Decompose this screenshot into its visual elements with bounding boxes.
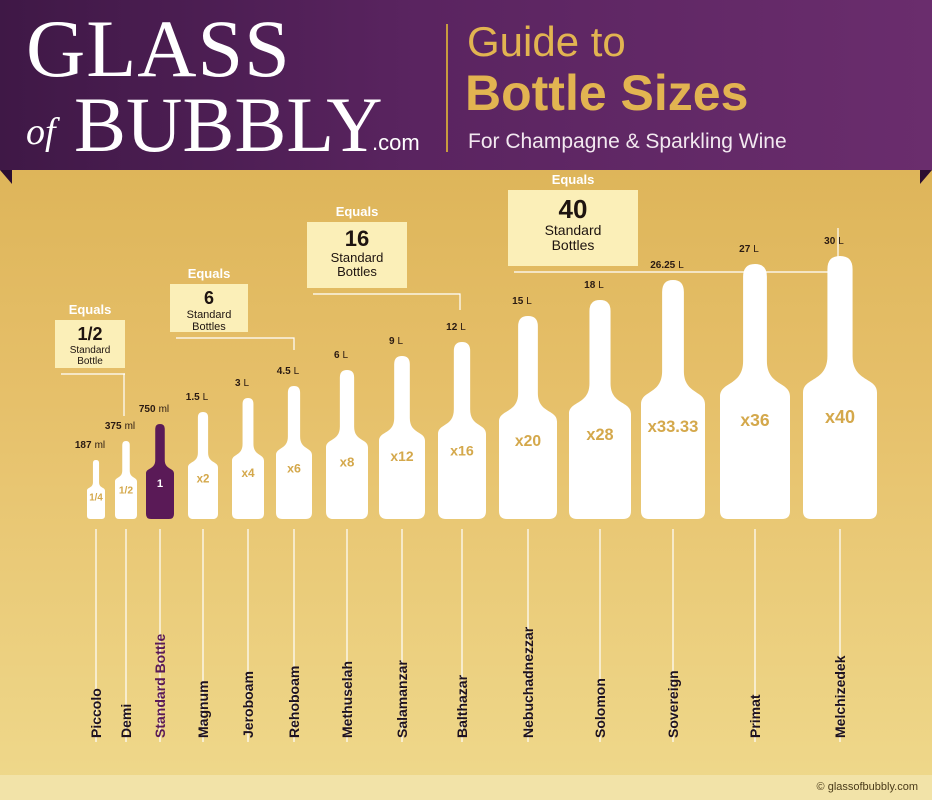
banner-fold-left: [0, 170, 12, 184]
bottle-name: Salamanzar: [394, 660, 410, 738]
bottle-name: Methuselah: [339, 661, 355, 738]
equals-value: 40: [559, 194, 588, 224]
equals-unit-line2: Bottle: [77, 356, 103, 367]
header-banner: [0, 0, 932, 170]
callout-connector: [123, 373, 125, 416]
multiplier-label: x8: [340, 454, 355, 469]
equals-unit-line2: Bottles: [552, 237, 595, 253]
multiplier-label: x33.33: [648, 417, 699, 436]
bottle-name: Sovereign: [665, 670, 681, 738]
bottle-demi: [115, 441, 137, 519]
equals-label: Equals: [552, 172, 595, 187]
title-bottle-sizes: Bottle Sizes: [465, 65, 749, 121]
callout-connector: [407, 293, 461, 310]
multiplier-label: x4: [241, 466, 255, 480]
header-divider: [446, 24, 448, 152]
bottle-standard-bottle: [146, 424, 174, 519]
brand-glass: GLASS: [26, 3, 291, 94]
multiplier-label: x28: [586, 426, 613, 444]
equals-box: [55, 320, 125, 368]
equals-unit-line2: Bottles: [192, 321, 226, 333]
equals-unit-line1: Standard: [187, 309, 232, 321]
volume-label: 375 ml: [105, 421, 135, 432]
footer-strip: [0, 775, 932, 800]
bottle-magnum: [188, 412, 218, 519]
volume-label: 187 ml: [75, 440, 105, 451]
multiplier-label: x40: [825, 407, 855, 427]
bottle-nebuchadnezzar: [499, 316, 557, 519]
callout-connector: [248, 337, 295, 350]
multiplier-label: x20: [515, 433, 541, 450]
volume-label: 26.25 L: [650, 260, 684, 271]
volume-label: 4.5 L: [277, 366, 300, 377]
volume-label: 30 L: [824, 236, 844, 247]
bottle-balthazar: [438, 342, 486, 519]
bottle-name: Magnum: [195, 680, 211, 738]
bottle-name: Solomon: [592, 678, 608, 738]
equals-value: 1/2: [77, 324, 102, 344]
bottle-name: Balthazar: [454, 674, 470, 738]
multiplier-label: x2: [197, 473, 210, 485]
subtitle: For Champagne & Sparkling Wine: [468, 130, 787, 153]
bottle-solomon: [569, 300, 631, 519]
credit-text: © glassofbubbly.com: [816, 781, 918, 793]
equals-unit-line1: Standard: [70, 345, 111, 356]
bottle-piccolo: [87, 460, 105, 519]
volume-label: 12 L: [446, 322, 466, 333]
bottle-name: Piccolo: [88, 688, 104, 738]
equals-box: [307, 222, 407, 288]
equals-box: [170, 284, 248, 332]
equals-unit-line1: Standard: [331, 250, 384, 265]
bottle-rehoboam: [276, 386, 312, 519]
volume-label: 750 ml: [139, 404, 169, 415]
bottle-jeroboam: [232, 398, 264, 519]
brand-com: .com: [372, 130, 420, 155]
banner-fold-right: [920, 170, 932, 184]
title-guide-to: Guide to: [467, 18, 626, 65]
bottle-melchizedek: [803, 256, 877, 519]
bottle-name: Jeroboam: [240, 671, 256, 738]
equals-unit-line1: Standard: [545, 222, 602, 238]
equals-label: Equals: [69, 302, 112, 317]
multiplier-label: x12: [390, 448, 413, 464]
volume-label: 18 L: [584, 280, 604, 291]
bottle-sovereign: [641, 280, 705, 519]
bottle-name: Demi: [118, 704, 134, 738]
equals-value: 16: [345, 226, 369, 251]
bottle-name: Rehoboam: [286, 666, 302, 738]
multiplier-label: x36: [740, 410, 769, 430]
brand-of: of: [26, 111, 56, 153]
bottle-primat: [720, 264, 790, 519]
volume-label: 15 L: [512, 296, 532, 307]
volume-label: 1.5 L: [186, 392, 209, 403]
multiplier-label: 1: [157, 478, 163, 490]
equals-label: Equals: [336, 204, 379, 219]
equals-box: [508, 190, 638, 266]
bottle-name: Standard Bottle: [152, 634, 168, 738]
bottle-salamanzar: [379, 356, 425, 519]
callout-connector: [638, 228, 839, 273]
multiplier-label: x6: [287, 461, 301, 475]
equals-unit-line2: Bottles: [337, 264, 377, 279]
volume-label: 27 L: [739, 244, 759, 255]
multiplier-label: 1/2: [119, 485, 134, 496]
bottle-name: Nebuchadnezzar: [520, 626, 536, 738]
brand-bubbly: BUBBLY: [74, 81, 383, 168]
bottle-methuselah: [326, 370, 368, 519]
multiplier-label: 1/4: [89, 493, 103, 504]
equals-label: Equals: [188, 266, 231, 281]
bottle-name: Primat: [747, 694, 763, 738]
bottle-name: Melchizedek: [832, 655, 848, 738]
equals-value: 6: [204, 288, 214, 308]
multiplier-label: x16: [450, 444, 474, 460]
